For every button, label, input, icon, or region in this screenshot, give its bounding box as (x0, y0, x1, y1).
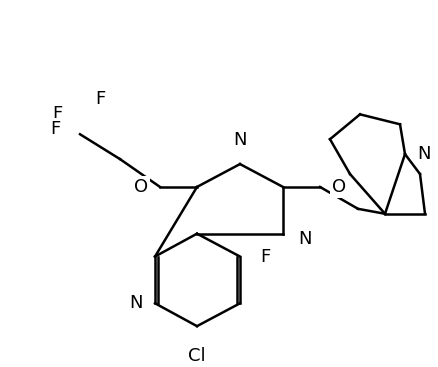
Text: F: F (260, 248, 270, 266)
Text: F: F (95, 90, 105, 108)
Text: N: N (233, 131, 247, 149)
Text: O: O (134, 178, 148, 196)
Text: F: F (52, 105, 62, 123)
Text: N: N (298, 230, 311, 248)
Text: O: O (332, 178, 346, 196)
Text: F: F (50, 120, 60, 138)
Text: Cl: Cl (188, 347, 206, 365)
Text: N: N (130, 294, 143, 312)
Text: N: N (417, 145, 431, 163)
